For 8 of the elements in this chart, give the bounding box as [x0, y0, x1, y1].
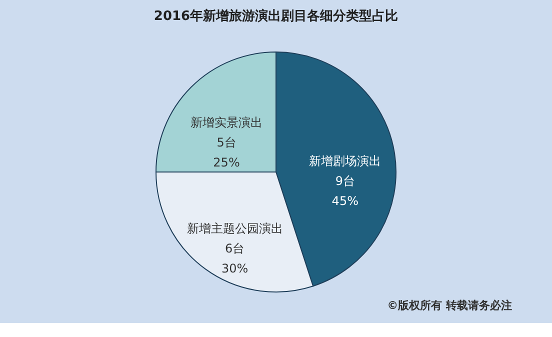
- chart-title: 2016年新增旅游演出剧目各细分类型占比: [154, 8, 398, 24]
- slice-label: 新增剧场演出: [309, 154, 382, 168]
- text: ©版权所有 转载请务必注: [387, 299, 512, 312]
- data-label: 6台 30%: [222, 242, 248, 276]
- data-label: 5台 25%: [213, 136, 240, 170]
- slice-label: 新增主题公园演出: [186, 222, 283, 236]
- data-label: 9台 45%: [332, 174, 358, 208]
- slice-label: 新增实景演出: [190, 116, 263, 130]
